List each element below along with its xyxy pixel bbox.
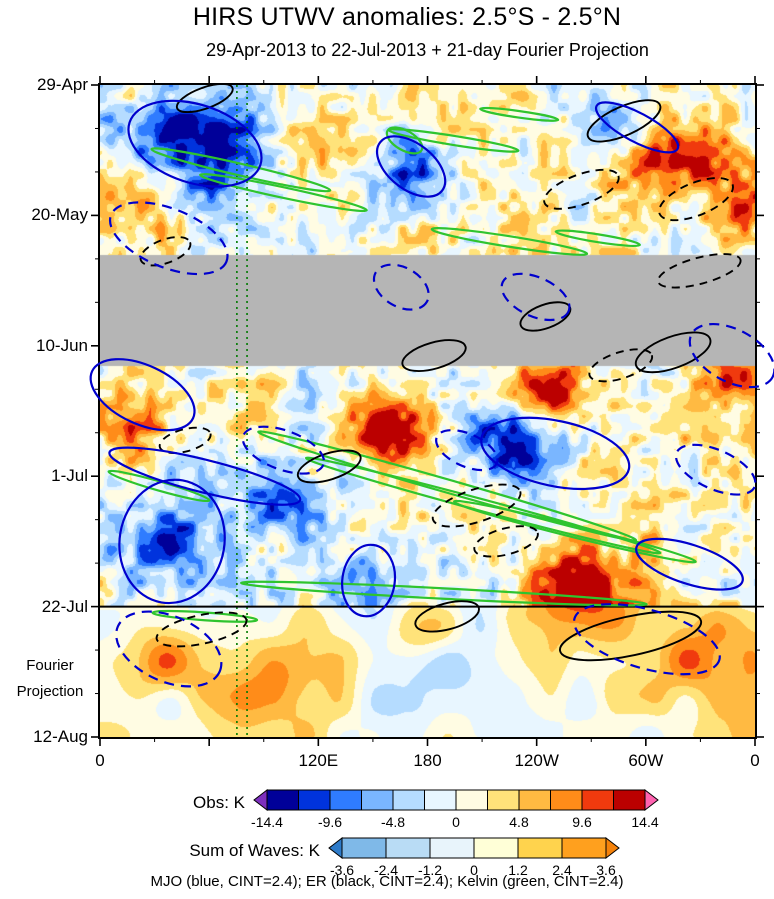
- colorbar-tick-label: 0: [470, 862, 478, 878]
- colorbar-tick-label: -9.6: [318, 814, 342, 830]
- colorbar-segment: [455, 789, 488, 811]
- colorbar-segment: [392, 789, 425, 811]
- colorbar-segment: [385, 837, 431, 859]
- y-axis-tick-label: 20-May: [31, 205, 88, 225]
- colorbar-tick-label: 0: [452, 814, 460, 830]
- y-axis-tick-label: 22-Jul: [41, 596, 88, 616]
- plot-area: [89, 76, 774, 746]
- y-axis-tick-label: 12-Aug: [33, 727, 88, 746]
- colorbar-tick-label: -3.6: [330, 862, 354, 878]
- obs-colorbar-label: Obs: K: [193, 793, 245, 812]
- x-axis-labels: 0 120E 180 120W 60W 0: [95, 745, 760, 770]
- y-axis-tick-label: 10-Jun: [36, 335, 88, 355]
- colorbar-tick-label: 1.2: [508, 862, 528, 878]
- colorbar-tick-label: -2.4: [374, 862, 398, 878]
- colorbar-left-arrow: [253, 788, 268, 812]
- y-axis-labels: 29-Apr 20-May 10-Jun 1-Jul 22-Jul 12-Aug: [0, 75, 92, 746]
- fourier-projection-label-line2: Projection: [16, 683, 84, 701]
- colorbar-segment: [424, 789, 457, 811]
- colorbar-segment: [298, 789, 331, 811]
- colorbar-tick-label: -1.2: [418, 862, 442, 878]
- colorbar-segment: [473, 837, 519, 859]
- colorbar-tick-label: 4.8: [509, 814, 529, 830]
- fourier-projection-label: Fourier Projection: [6, 653, 94, 706]
- anomaly-field-canvas: [100, 85, 755, 737]
- colorbar-tick-label: 9.6: [572, 814, 592, 830]
- colorbar-tick-label: 14.4: [631, 814, 658, 830]
- x-axis-tick-label: 120E: [298, 751, 339, 770]
- colorbar-left-arrow: [328, 836, 343, 860]
- colorbar-segment: [613, 789, 646, 811]
- chart-subtitle: 29-Apr-2013 to 22-Jul-2013 + 21-day Four…: [206, 40, 649, 60]
- colorbar-segment: [550, 789, 583, 811]
- colorbar-segment: [517, 837, 563, 859]
- colorbar-right-arrow: [644, 788, 659, 812]
- colorbar-tick-label: 3.6: [596, 862, 616, 878]
- colorbar-segment: [518, 789, 551, 811]
- y-axis-tick-label: 29-Apr: [36, 75, 88, 94]
- colorbar-segment: [487, 789, 520, 811]
- fourier-projection-label-line1: Fourier: [26, 657, 74, 674]
- colorbar-segment: [429, 837, 475, 859]
- x-axis-tick-label: 0: [750, 751, 760, 770]
- y-axis-tick-label: 1-Jul: [51, 466, 88, 486]
- x-axis-tick-label: 60W: [628, 751, 664, 770]
- x-axis-tick-label: 120W: [514, 751, 559, 770]
- colorbar-tick-label: -4.8: [381, 814, 405, 830]
- colorbar-tick-label: 2.4: [552, 862, 572, 878]
- colorbar-right-arrow: [605, 836, 620, 860]
- colorbar-segment: [561, 837, 607, 859]
- colorbar-segment: [581, 789, 614, 811]
- x-axis-tick-label: 180: [413, 751, 442, 770]
- sum-of-waves-colorbar-label: Sum of Waves: K: [189, 841, 320, 860]
- colorbar-segment: [266, 789, 299, 811]
- colorbar-segment: [329, 789, 362, 811]
- chart-title: HIRS UTWV anomalies: 2.5°S - 2.5°N: [192, 3, 622, 31]
- x-axis-tick-label: 0: [95, 751, 105, 770]
- colorbar-tick-label: -14.4: [251, 814, 283, 830]
- sum-of-waves-colorbar: -3.6 -2.4 -1.2 0 1.2 2.4 3.6: [328, 836, 620, 878]
- contour-legend-caption: MJO (blue, CINT=2.4); ER (black, CINT=2.…: [150, 873, 624, 890]
- colorbar-segment: [361, 789, 394, 811]
- colorbar-segment: [341, 837, 387, 859]
- obs-colorbar: -14.4 -9.6 -4.8 0 4.8 9.6 14.4: [251, 788, 659, 830]
